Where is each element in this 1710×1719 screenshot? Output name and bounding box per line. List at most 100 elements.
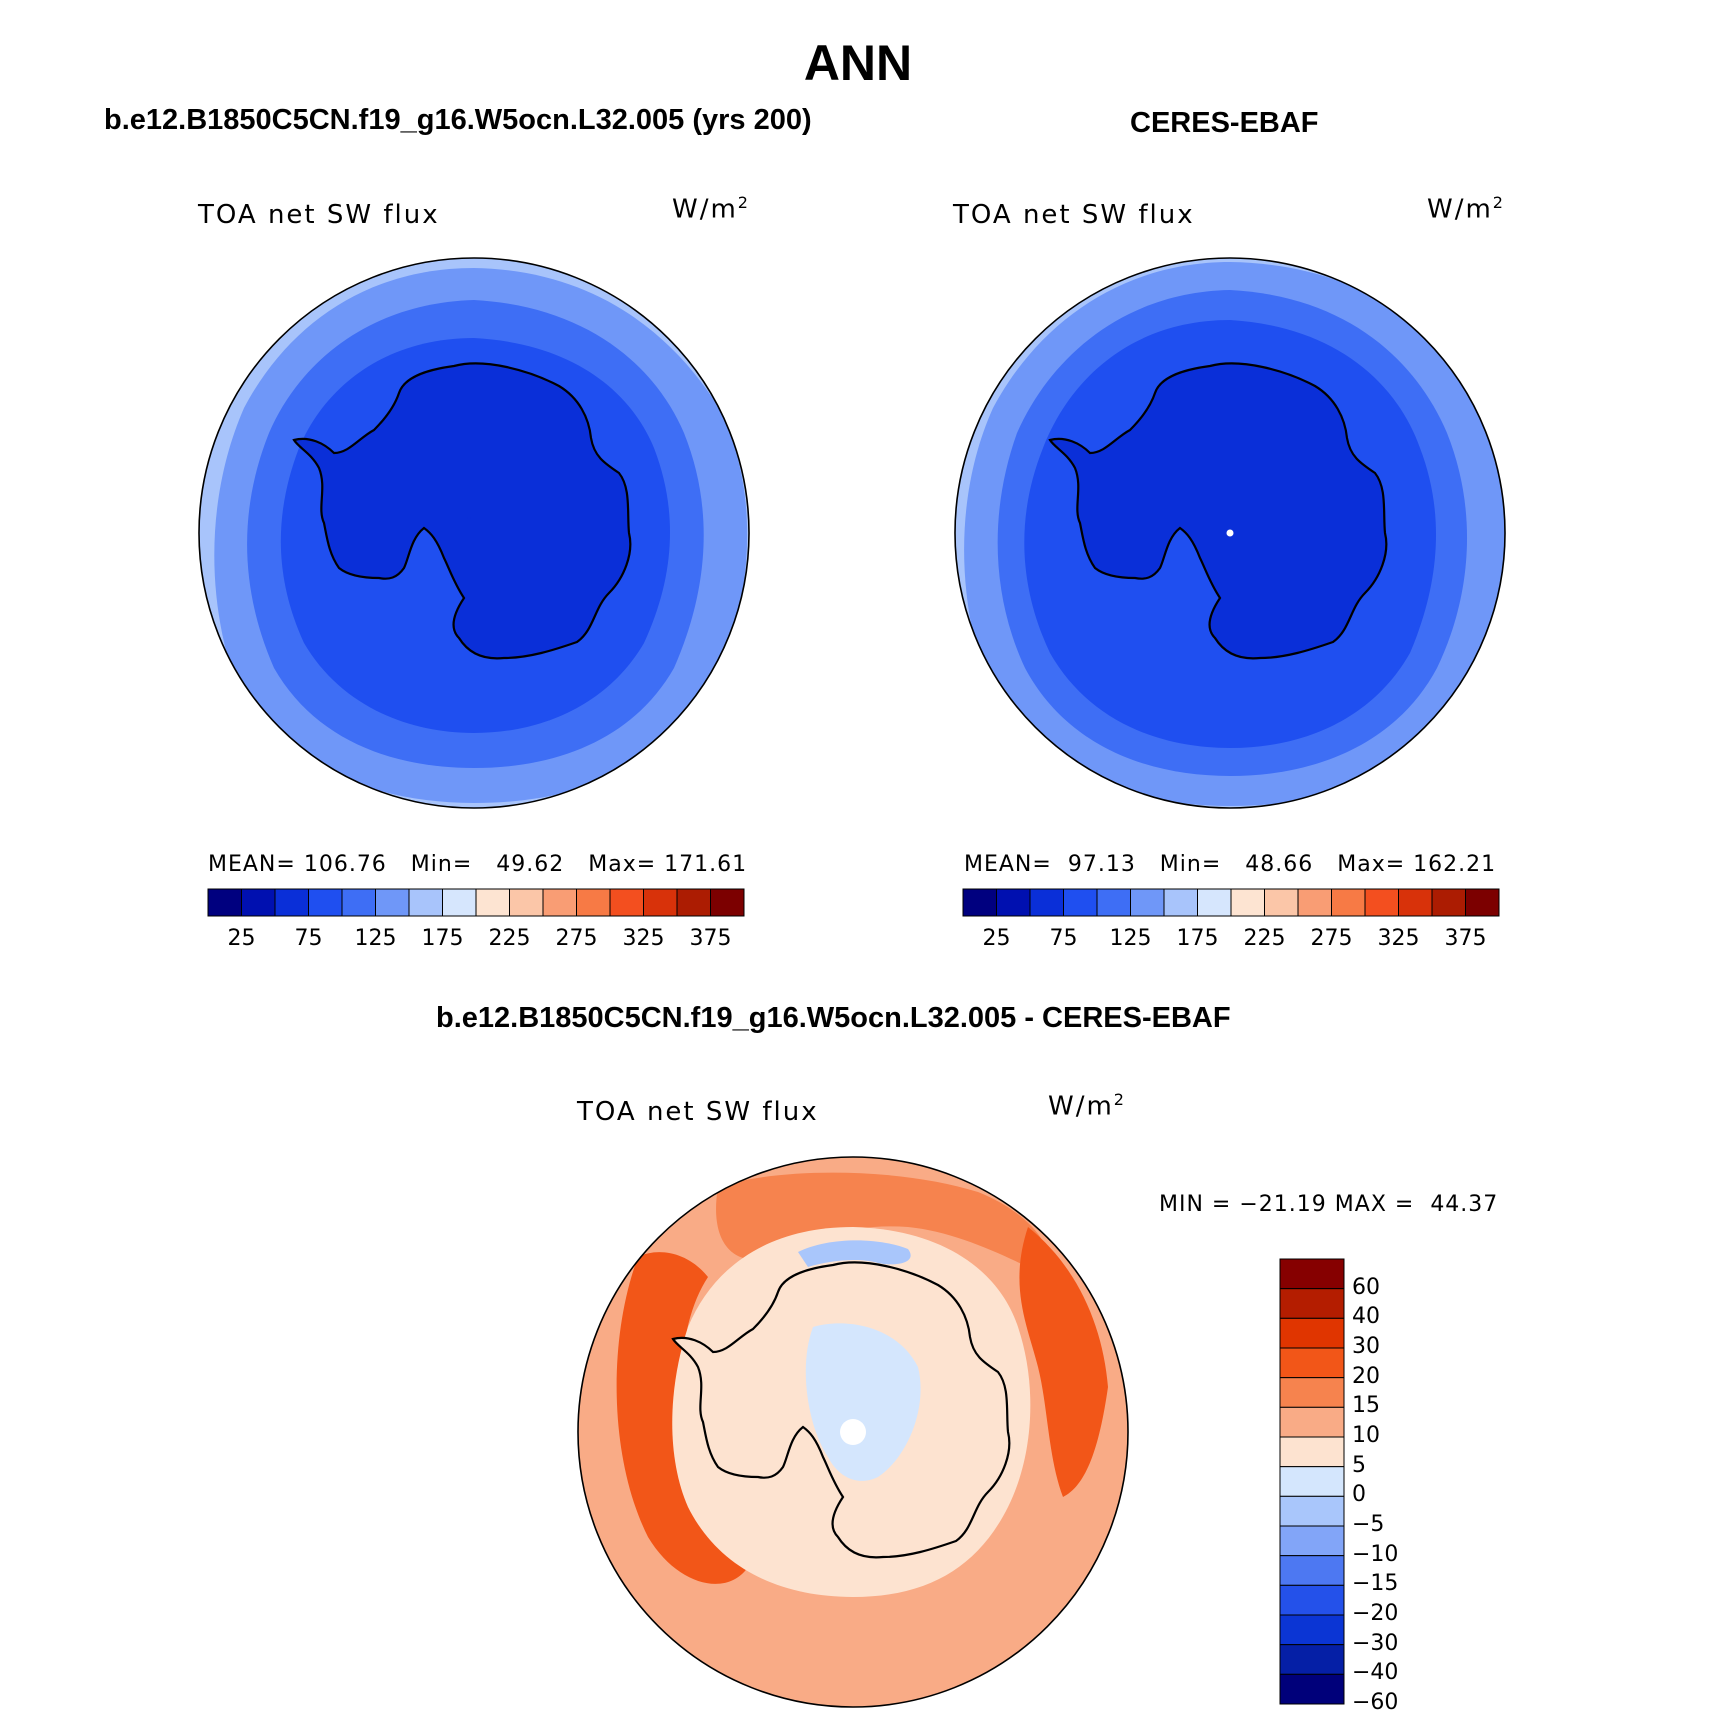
obs-colorbar-swatch: [996, 888, 1031, 917]
diff-colorbar-level-label: −10: [1352, 1541, 1399, 1567]
diff-colorbar-swatch: [1279, 1436, 1345, 1468]
diff-colorbar-level-label: 0: [1352, 1482, 1366, 1508]
diff-colorbar-level-label: 5: [1352, 1452, 1366, 1478]
obs-colorbar-swatch: [1297, 888, 1332, 917]
model-colorbar-tick-label: 225: [488, 926, 531, 951]
obs-panel-header: CERES-EBAF: [1130, 107, 1319, 139]
diff-colorbar-swatch: [1279, 1466, 1345, 1497]
model-colorbar: [207, 888, 745, 917]
diff-colorbar-level-label: −40: [1352, 1660, 1399, 1686]
diff-colorbar-swatch: [1279, 1644, 1345, 1675]
model-colorbar-tick-label: 25: [227, 926, 256, 951]
obs-colorbar-tick-label: 375: [1444, 926, 1487, 951]
obs-colorbar-swatch: [1331, 888, 1366, 917]
model-variable-label: TOA net SW flux: [198, 200, 440, 230]
obs-land: [1048, 362, 1388, 660]
obs-colorbar-swatch: [1264, 888, 1299, 917]
diff-colorbar-swatch: [1279, 1673, 1345, 1705]
diff-colorbar-level-label: −5: [1352, 1512, 1385, 1537]
obs-colorbar: [962, 888, 1500, 917]
obs-pole-marker: [1226, 529, 1234, 537]
model-colorbar-swatch: [609, 888, 644, 917]
obs-stats: MEAN= 97.13 Min= 48.66 Max= 162.21: [964, 852, 1497, 877]
diff-colorbar-level-label: 10: [1352, 1423, 1380, 1448]
model-pole: [467, 516, 471, 520]
obs-colorbar-swatch: [962, 888, 997, 917]
obs-variable-label: TOA net SW flux: [953, 200, 1195, 230]
obs-colorbar-tick-label: 275: [1310, 926, 1353, 951]
diff-colorbar-swatch: [1279, 1525, 1345, 1557]
diff-panel-header: b.e12.B1850C5CN.f19_g16.W5ocn.L32.005 - …: [436, 1002, 1231, 1034]
diff-stats: MIN = −21.19 MAX = 44.37: [1159, 1192, 1499, 1217]
obs-colorbar-swatch: [1063, 888, 1098, 917]
diff-region-east: [1019, 1227, 1108, 1497]
diff-colorbar-level-label: −20: [1352, 1601, 1399, 1626]
model-panel-header: b.e12.B1850C5CN.f19_g16.W5ocn.L32.005 (y…: [104, 104, 812, 136]
obs-colorbar-swatch: [1130, 888, 1165, 917]
diff-colorbar-swatch: [1279, 1584, 1345, 1616]
diff-colorbar-level-label: 30: [1352, 1334, 1380, 1359]
diff-colorbar-level-label: 20: [1352, 1363, 1380, 1389]
diff-colorbar-swatch: [1279, 1555, 1345, 1586]
obs-colorbar-swatch: [1163, 888, 1198, 917]
diff-colorbar-level-label: −15: [1352, 1571, 1399, 1597]
diff-colorbar-level-label: −60: [1352, 1690, 1399, 1715]
model-colorbar-swatch: [341, 888, 376, 917]
diff-colorbar-level-label: −30: [1352, 1630, 1399, 1656]
obs-colorbar-swatch: [1197, 888, 1232, 917]
model-colorbar-tick-label: 275: [555, 926, 598, 951]
model-colorbar-swatch: [576, 888, 611, 917]
model-colorbar-swatch: [475, 888, 510, 917]
model-colorbar-swatch: [676, 888, 711, 917]
diff-colorbar-level-label: 15: [1352, 1393, 1380, 1419]
diff-land-negative-patch: [805, 1323, 921, 1481]
obs-colorbar-tick-label: 125: [1109, 926, 1152, 951]
model-colorbar-ticks: 25 75 125 175 225 275 325 375: [208, 926, 744, 956]
model-colorbar-swatch: [643, 888, 678, 917]
obs-colorbar-swatch: [1230, 888, 1265, 917]
obs-colorbar-swatch: [1398, 888, 1433, 917]
diff-pole-marker: [840, 1419, 866, 1445]
model-colorbar-swatch: [442, 888, 477, 917]
diff-colorbar-level-label: 60: [1352, 1274, 1380, 1300]
model-colorbar-swatch: [509, 888, 544, 917]
obs-units: W/m2: [1427, 193, 1503, 225]
model-colorbar-swatch: [710, 888, 745, 917]
diff-colorbar-level-label: 40: [1352, 1304, 1380, 1330]
diff-colorbar-labels: 60 40 30 20 15 10 5 0 −5 −10 −15 −20 −30 −40 −60: [1352, 1259, 1432, 1719]
obs-colorbar-tick-label: 225: [1243, 926, 1286, 951]
model-colorbar-swatch: [408, 888, 443, 917]
diff-colorbar-swatch: [1279, 1317, 1345, 1349]
obs-map: [954, 257, 1506, 809]
model-colorbar-swatch: [308, 888, 343, 917]
diff-colorbar-swatch: [1279, 1347, 1345, 1379]
obs-colorbar-swatch: [1096, 888, 1131, 917]
diff-units: W/m2: [1048, 1090, 1124, 1122]
model-units: W/m2: [672, 193, 748, 225]
model-colorbar-tick-label: 175: [421, 926, 464, 951]
diff-variable-label: TOA net SW flux: [577, 1097, 819, 1127]
diff-colorbar: [1279, 1258, 1345, 1705]
diff-map: [577, 1156, 1129, 1708]
model-stats: MEAN= 106.76 Min= 49.62 Max= 171.61: [208, 852, 748, 877]
obs-colorbar-swatch: [1431, 888, 1466, 917]
diff-colorbar-swatch: [1279, 1288, 1345, 1319]
obs-colorbar-swatch: [1364, 888, 1399, 917]
model-colorbar-swatch: [241, 888, 276, 917]
obs-colorbar-tick-label: 75: [1049, 926, 1078, 951]
model-colorbar-swatch: [207, 888, 242, 917]
diff-colorbar-swatch: [1279, 1377, 1345, 1408]
obs-colorbar-swatch: [1029, 888, 1064, 917]
model-land: [292, 362, 632, 660]
model-map: [198, 257, 750, 809]
diff-colorbar-swatch: [1279, 1258, 1345, 1290]
obs-colorbar-swatch: [1465, 888, 1500, 917]
model-colorbar-swatch: [542, 888, 577, 917]
obs-colorbar-tick-label: 325: [1377, 926, 1420, 951]
model-colorbar-tick-label: 75: [294, 926, 323, 951]
model-colorbar-tick-label: 375: [689, 926, 732, 951]
obs-colorbar-tick-label: 175: [1176, 926, 1219, 951]
diff-region-north: [716, 1172, 1050, 1277]
model-colorbar-swatch: [274, 888, 309, 917]
diff-region-negative-north: [798, 1240, 911, 1267]
